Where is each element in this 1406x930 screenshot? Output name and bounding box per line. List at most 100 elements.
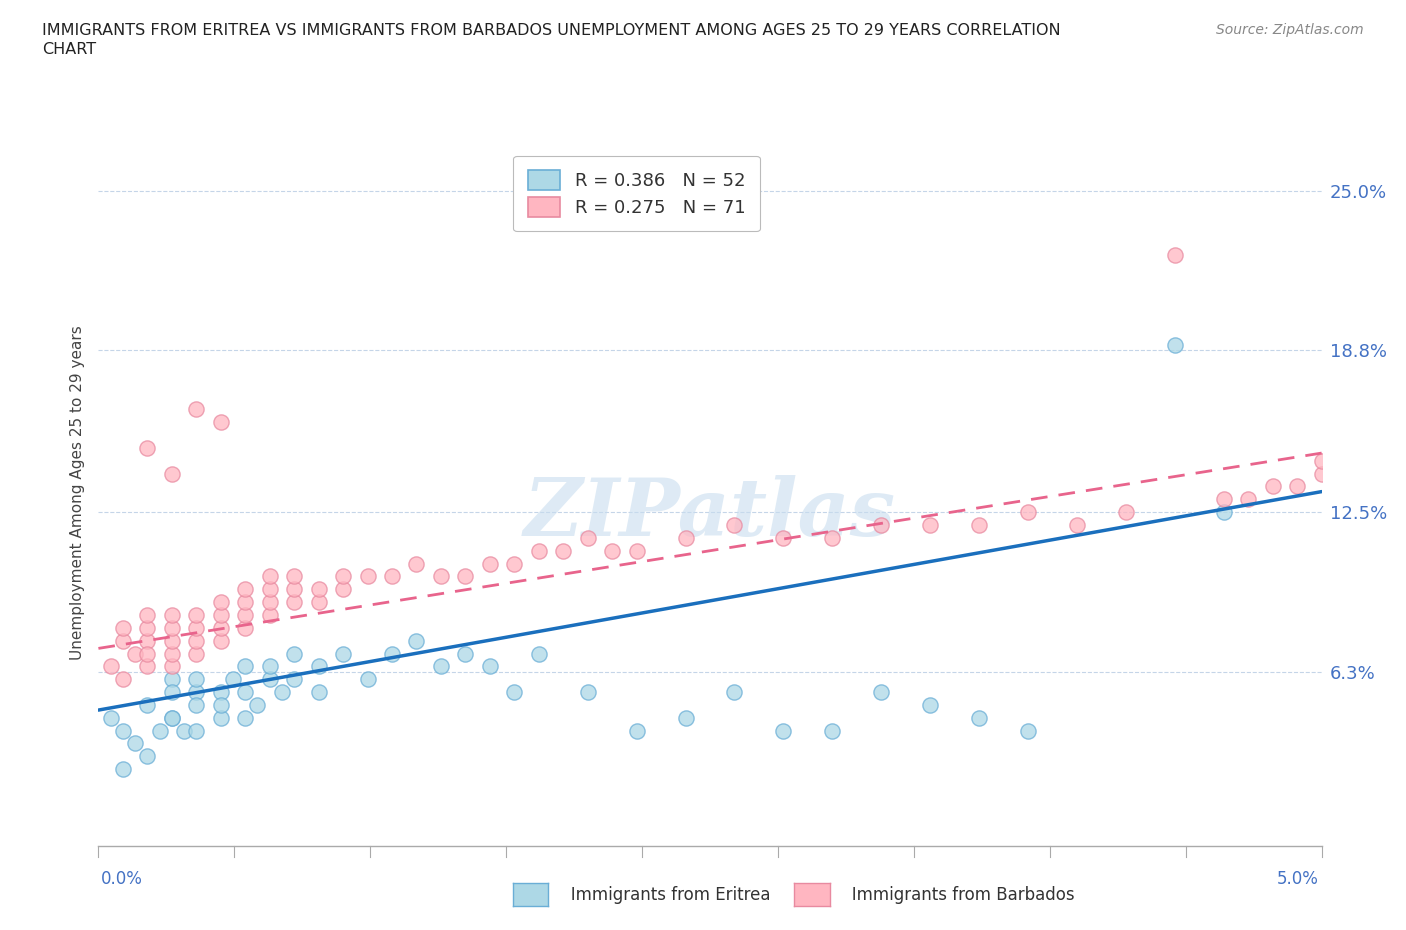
Point: [160, 659, 183, 674]
Point: [259, 659, 281, 674]
Point: [283, 582, 305, 597]
Point: [1164, 247, 1187, 262]
Point: [246, 698, 269, 712]
Text: Immigrants from Eritrea: Immigrants from Eritrea: [534, 885, 770, 904]
Point: [308, 582, 330, 597]
Point: [675, 711, 697, 725]
Point: [723, 518, 745, 533]
Point: [576, 530, 599, 545]
Point: [124, 646, 146, 661]
Point: [136, 441, 159, 456]
Point: [527, 543, 550, 558]
Point: [283, 646, 305, 661]
Point: [967, 711, 990, 725]
Point: [870, 518, 893, 533]
Point: [259, 594, 281, 609]
Point: [160, 607, 183, 622]
Point: [111, 762, 134, 777]
Point: [233, 582, 256, 597]
Point: [111, 620, 134, 635]
Point: [160, 633, 183, 648]
Point: [233, 607, 256, 622]
Point: [173, 724, 195, 738]
Point: [209, 607, 232, 622]
Point: [772, 530, 794, 545]
Point: [136, 659, 159, 674]
Point: [1261, 479, 1284, 494]
Text: Immigrants from Barbados: Immigrants from Barbados: [815, 885, 1076, 904]
Point: [209, 698, 232, 712]
Point: [1164, 338, 1187, 352]
Point: [405, 556, 427, 571]
Point: [160, 711, 183, 725]
Point: [553, 543, 575, 558]
Text: CHART: CHART: [42, 42, 96, 57]
Point: [111, 671, 134, 686]
Point: [332, 582, 354, 597]
Point: [283, 671, 305, 686]
Point: [527, 646, 550, 661]
Point: [870, 684, 893, 699]
Point: [283, 594, 305, 609]
Point: [332, 569, 354, 584]
Point: [283, 569, 305, 584]
Point: [772, 724, 794, 738]
Point: [149, 724, 172, 738]
Point: [626, 543, 648, 558]
Point: [1310, 453, 1333, 468]
Point: [259, 582, 281, 597]
Point: [233, 659, 256, 674]
Point: [332, 646, 354, 661]
Point: [136, 749, 159, 764]
Point: [186, 684, 208, 699]
Text: ZIPatlas: ZIPatlas: [524, 475, 896, 552]
Point: [308, 684, 330, 699]
Point: [920, 698, 942, 712]
Point: [478, 659, 501, 674]
Point: [1286, 479, 1309, 494]
Point: [821, 724, 844, 738]
Point: [186, 620, 208, 635]
Point: [209, 711, 232, 725]
Point: [160, 646, 183, 661]
Point: [920, 518, 942, 533]
Point: [1212, 492, 1234, 507]
Point: [209, 415, 232, 430]
Text: 0.0%: 0.0%: [101, 870, 143, 888]
Point: [233, 684, 256, 699]
Point: [136, 620, 159, 635]
Point: [1017, 505, 1039, 520]
Legend: R = 0.386   N = 52, R = 0.275   N = 71: R = 0.386 N = 52, R = 0.275 N = 71: [513, 155, 759, 232]
Point: [626, 724, 648, 738]
Point: [308, 594, 330, 609]
Point: [124, 736, 146, 751]
Point: [136, 646, 159, 661]
Text: IMMIGRANTS FROM ERITREA VS IMMIGRANTS FROM BARBADOS UNEMPLOYMENT AMONG AGES 25 T: IMMIGRANTS FROM ERITREA VS IMMIGRANTS FR…: [42, 23, 1060, 38]
Point: [186, 607, 208, 622]
Y-axis label: Unemployment Among Ages 25 to 29 years: Unemployment Among Ages 25 to 29 years: [69, 326, 84, 660]
Point: [111, 724, 134, 738]
Point: [430, 569, 453, 584]
Point: [405, 633, 427, 648]
Point: [454, 646, 477, 661]
Point: [259, 607, 281, 622]
Point: [100, 659, 122, 674]
Point: [1310, 466, 1333, 481]
Point: [136, 698, 159, 712]
Point: [356, 671, 378, 686]
Point: [259, 569, 281, 584]
Point: [308, 659, 330, 674]
Point: [600, 543, 623, 558]
Point: [503, 556, 526, 571]
Text: Source: ZipAtlas.com: Source: ZipAtlas.com: [1216, 23, 1364, 37]
Point: [160, 684, 183, 699]
Point: [209, 594, 232, 609]
Point: [136, 607, 159, 622]
Point: [821, 530, 844, 545]
Point: [160, 711, 183, 725]
Point: [233, 711, 256, 725]
Point: [503, 684, 526, 699]
Point: [209, 633, 232, 648]
Point: [186, 633, 208, 648]
Point: [675, 530, 697, 545]
